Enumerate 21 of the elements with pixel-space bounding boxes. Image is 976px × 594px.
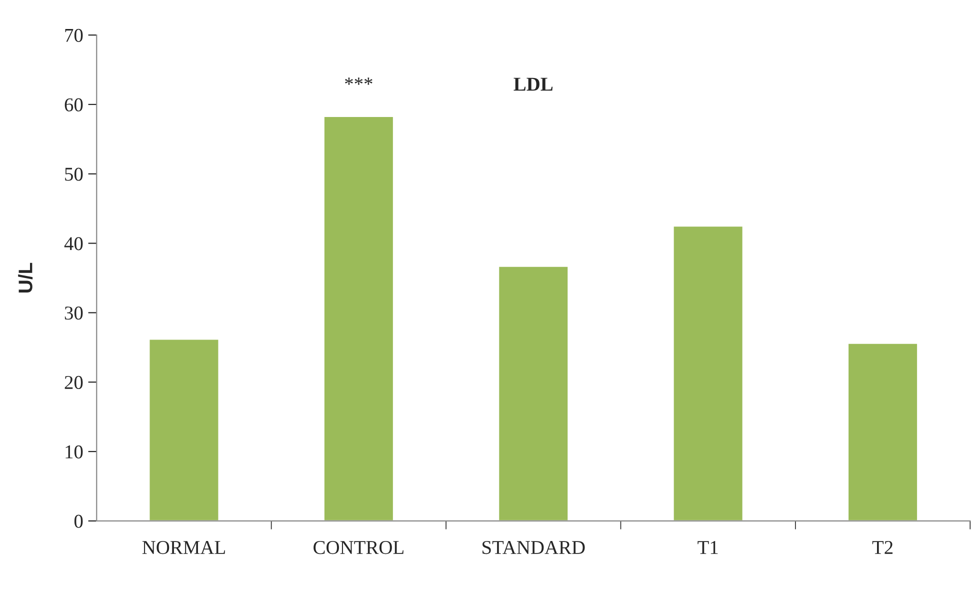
x-tick-label: T2 bbox=[872, 541, 893, 554]
x-tick-label: T1 bbox=[698, 541, 718, 554]
y-tick-label: 50 bbox=[65, 168, 83, 181]
bar bbox=[847, 342, 918, 521]
x-tick-label: NORMAL bbox=[142, 541, 225, 554]
bar bbox=[498, 265, 570, 521]
x-tick-label: CONTROL bbox=[314, 541, 404, 554]
bar bbox=[148, 338, 220, 521]
y-tick-label: 20 bbox=[64, 376, 83, 390]
y-tick-label: 40 bbox=[64, 237, 83, 250]
x-tick-label: STANDARD bbox=[482, 541, 585, 554]
text: LDL bbox=[514, 78, 553, 91]
y-axis-title: U/L bbox=[18, 262, 33, 292]
bar bbox=[672, 225, 744, 521]
y-tick-label: 60 bbox=[64, 98, 83, 112]
bar bbox=[323, 116, 394, 521]
y-tick-label: 0 bbox=[74, 514, 83, 528]
y-tick-label: 10 bbox=[66, 445, 83, 458]
y-tick-label: 70 bbox=[65, 28, 83, 42]
y-tick-label: 30 bbox=[64, 306, 83, 320]
annotation: *** bbox=[345, 78, 372, 85]
